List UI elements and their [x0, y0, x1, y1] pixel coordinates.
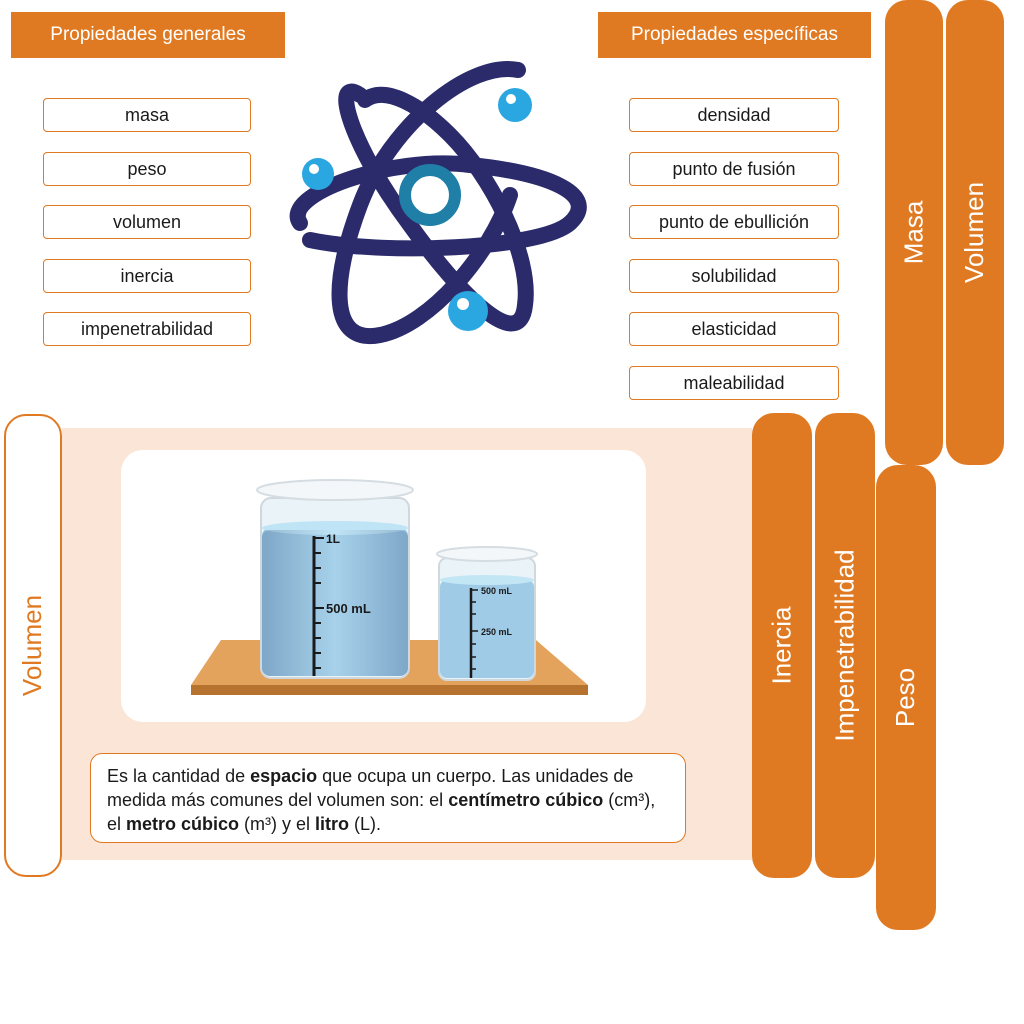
tab-masa[interactable]: Masa — [885, 0, 943, 465]
desc-text-3: (cm³), el — [107, 790, 656, 834]
specific-item-punto-fusion[interactable]: punto de fusión — [629, 152, 839, 186]
desc-text-5: (L). — [349, 814, 382, 834]
tab-impenetrabilidad-label: Impenetrabilidad — [829, 549, 860, 742]
specific-item-elasticidad[interactable]: elasticidad — [629, 312, 839, 346]
general-properties-header: Propiedades generales — [11, 12, 285, 58]
big-beaker-1l-label: 1L — [326, 532, 340, 546]
small-beaker-250ml-label: 250 mL — [481, 627, 513, 637]
desc-bold-metro: metro cúbico — [126, 814, 240, 834]
specific-properties-header-label: Propiedades específicas — [630, 24, 838, 45]
general-item-impenetrabilidad[interactable]: impenetrabilidad — [43, 312, 251, 346]
general-item-masa[interactable]: masa — [43, 98, 251, 132]
specific-item-maleabilidad[interactable]: maleabilidad — [629, 366, 839, 400]
desc-text-1: Es la cantidad de — [107, 766, 251, 786]
tab-volumen-active[interactable]: Volumen — [4, 414, 62, 877]
tab-inercia-label: Inercia — [766, 606, 797, 685]
desc-bold-centimetro: centímetro cúbico — [448, 790, 604, 810]
big-beaker-500ml-label: 500 mL — [326, 601, 371, 616]
specific-item-densidad[interactable]: densidad — [629, 98, 839, 132]
volume-description: Es la cantidad de espacio que ocupa un c… — [90, 753, 686, 843]
tab-peso[interactable]: Peso — [876, 465, 936, 930]
tab-inercia[interactable]: Inercia — [752, 413, 812, 878]
general-properties-header-label: Propiedades generales — [50, 24, 246, 45]
desc-text-2: que ocupa un cuerpo. Las unidades de med… — [107, 766, 634, 810]
tab-impenetrabilidad[interactable]: Impenetrabilidad — [815, 413, 875, 878]
general-item-inercia[interactable]: inercia — [43, 259, 251, 293]
general-item-peso[interactable]: peso — [43, 152, 251, 186]
specific-properties-header: Propiedades específicas — [598, 12, 871, 58]
tab-volumen-label: Volumen — [959, 181, 990, 284]
desc-bold-litro: litro — [315, 814, 350, 834]
beakers-illustration-card: 1L 500 mL 500 mL 250 mL — [121, 450, 646, 722]
desc-text-4: (m³) y el — [239, 814, 316, 834]
atom-icon — [289, 61, 587, 345]
tab-volumen-active-label: Volumen — [17, 594, 48, 697]
tab-masa-label: Masa — [898, 200, 929, 265]
desc-bold-espacio: espacio — [250, 766, 318, 786]
beakers-illustration: 1L 500 mL 500 mL 250 mL — [191, 479, 588, 695]
general-item-volumen[interactable]: volumen — [43, 205, 251, 239]
specific-item-solubilidad[interactable]: solubilidad — [629, 259, 839, 293]
small-beaker-500ml-label: 500 mL — [481, 586, 513, 596]
tab-volumen[interactable]: Volumen — [946, 0, 1004, 465]
tab-peso-label: Peso — [890, 667, 921, 728]
specific-item-punto-ebullicion[interactable]: punto de ebullición — [629, 205, 839, 239]
